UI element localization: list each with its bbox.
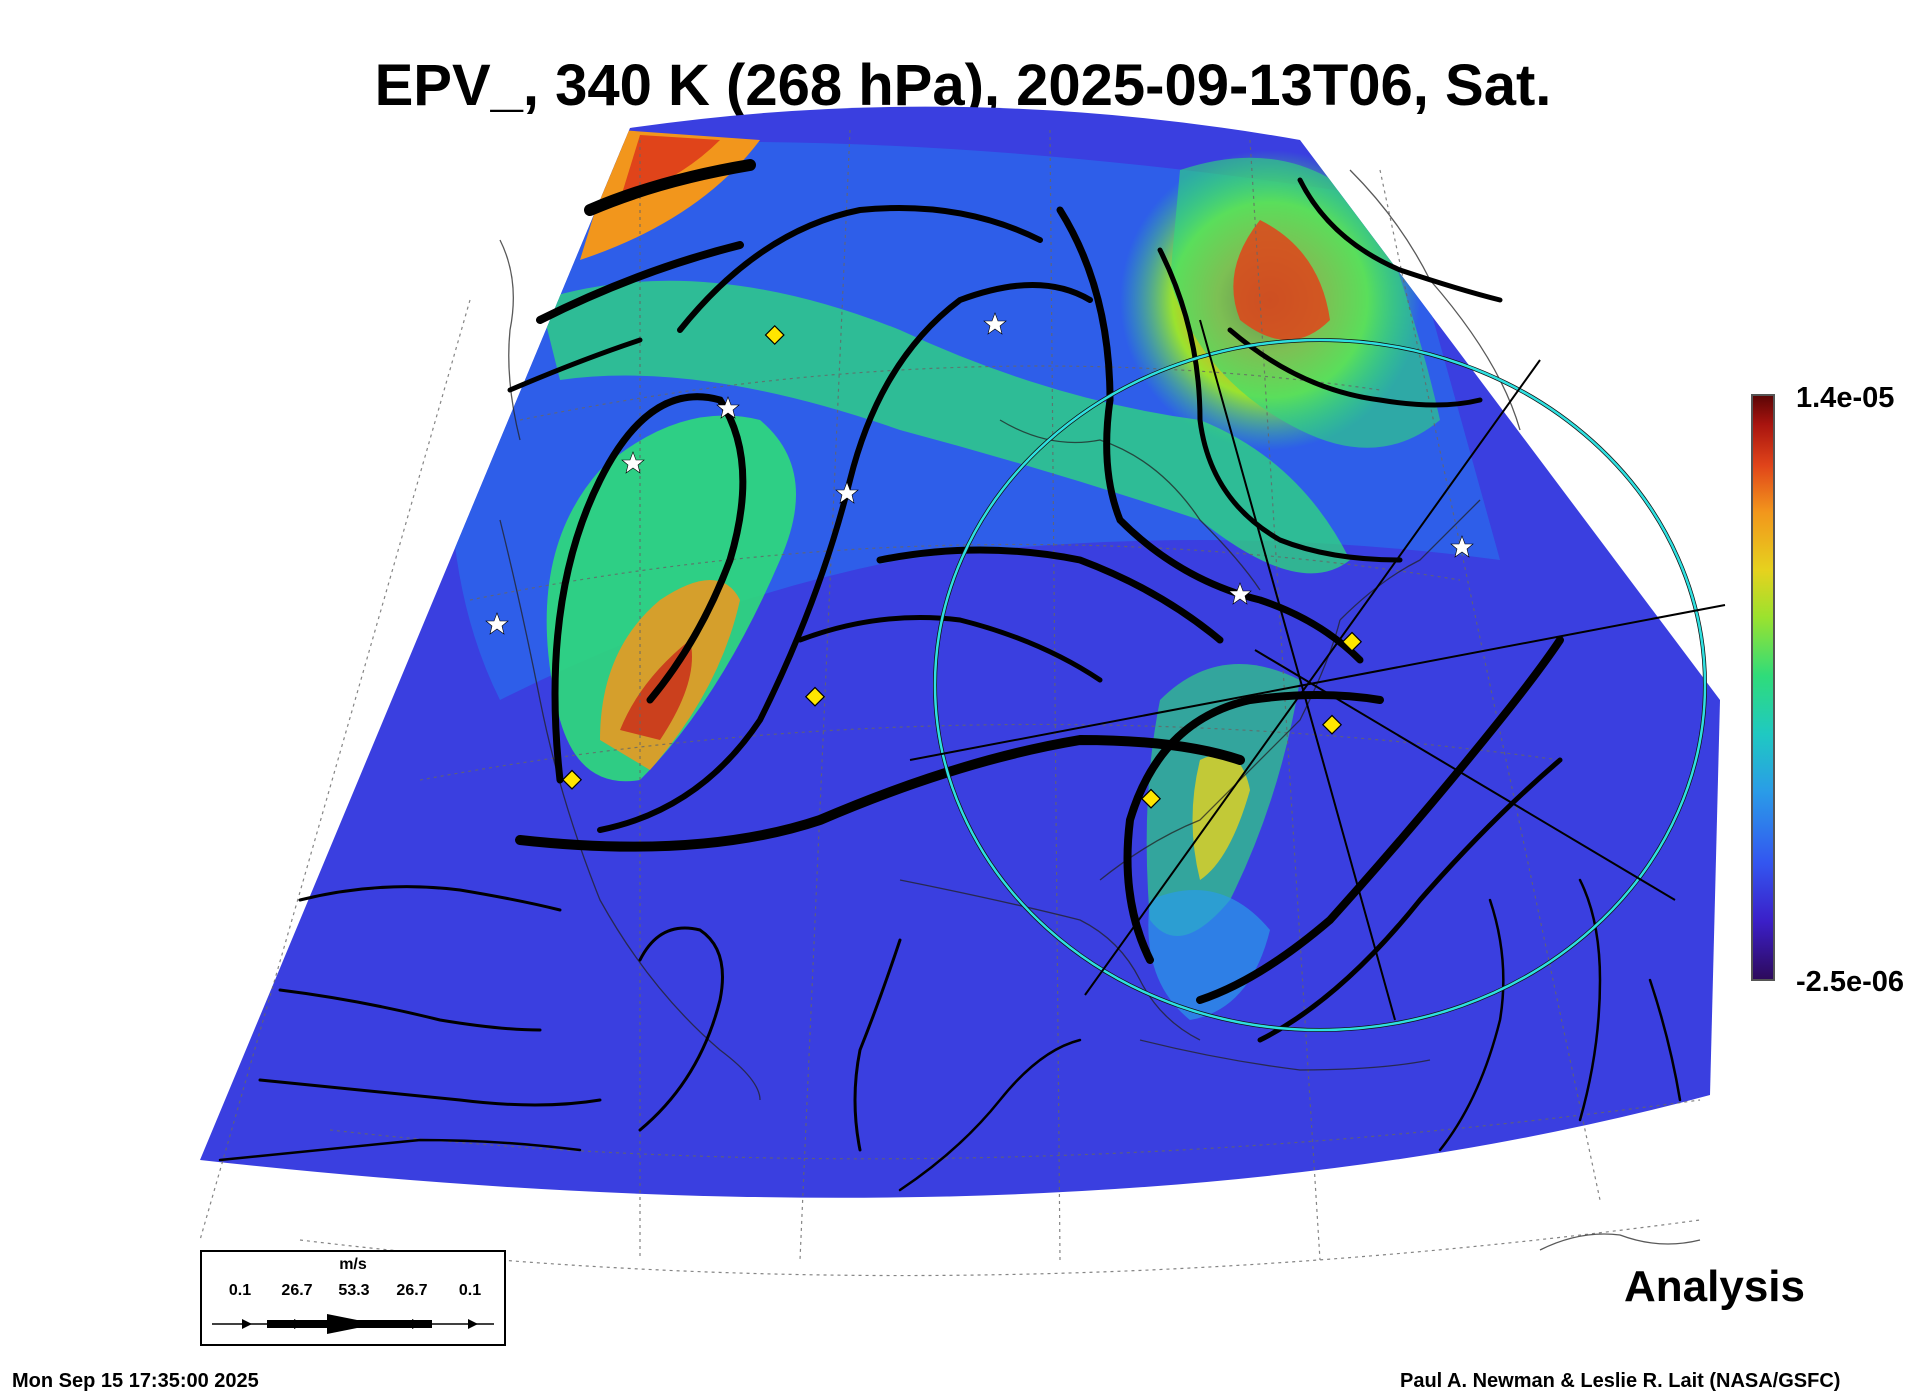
colorbar [1752, 395, 1774, 980]
legend-unit: m/s [202, 1256, 504, 1274]
footer-timestamp: Mon Sep 15 17:35:00 2025 [12, 1370, 259, 1393]
legend-arrows [202, 1304, 504, 1344]
legend-value: 53.3 [338, 1282, 369, 1300]
legend-value: 26.7 [281, 1282, 312, 1300]
footer-credit: Paul A. Newman & Leslie R. Lait (NASA/GS… [1400, 1370, 1840, 1393]
field-sector [150, 100, 1750, 1300]
legend-value: 26.7 [396, 1282, 427, 1300]
legend-value: 0.1 [229, 1282, 251, 1300]
analysis-label: Analysis [1624, 1262, 1805, 1312]
colorbar-min-label: -2.5e-06 [1796, 966, 1904, 999]
wind-legend: m/s 0.1 26.7 53.3 26.7 0.1 [200, 1250, 506, 1346]
colorbar-max-label: 1.4e-05 [1796, 382, 1894, 415]
legend-value: 0.1 [459, 1282, 481, 1300]
